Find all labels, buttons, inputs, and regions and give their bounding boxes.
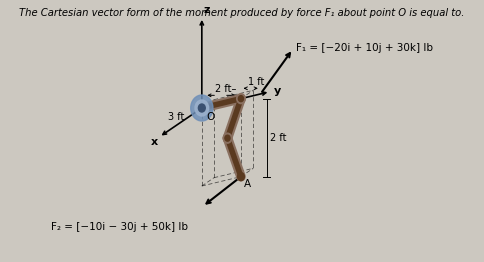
Text: 2 ft–: 2 ft–: [214, 84, 236, 94]
Text: F₁ = [−20i + 10j + 30k] lb: F₁ = [−20i + 10j + 30k] lb: [296, 43, 433, 53]
Text: 3 ft: 3 ft: [168, 112, 184, 122]
Text: 2 ft: 2 ft: [270, 133, 287, 143]
Text: A: A: [243, 179, 251, 189]
Text: 1 ft: 1 ft: [248, 77, 265, 87]
Text: F₂ = [−10i − 30j + 50k] lb: F₂ = [−10i − 30j + 50k] lb: [50, 222, 187, 232]
Text: O: O: [206, 112, 214, 122]
Circle shape: [195, 100, 209, 116]
Circle shape: [191, 95, 213, 121]
Text: The Cartesian vector form of the moment produced by force F₁ about point O is eq: The Cartesian vector form of the moment …: [19, 8, 465, 18]
Text: x: x: [151, 137, 158, 147]
Text: y: y: [273, 86, 281, 96]
Circle shape: [238, 173, 244, 181]
Text: z: z: [204, 5, 210, 15]
Circle shape: [198, 104, 205, 112]
Circle shape: [239, 96, 243, 102]
Circle shape: [223, 133, 232, 143]
Circle shape: [225, 135, 230, 141]
Circle shape: [237, 94, 245, 104]
